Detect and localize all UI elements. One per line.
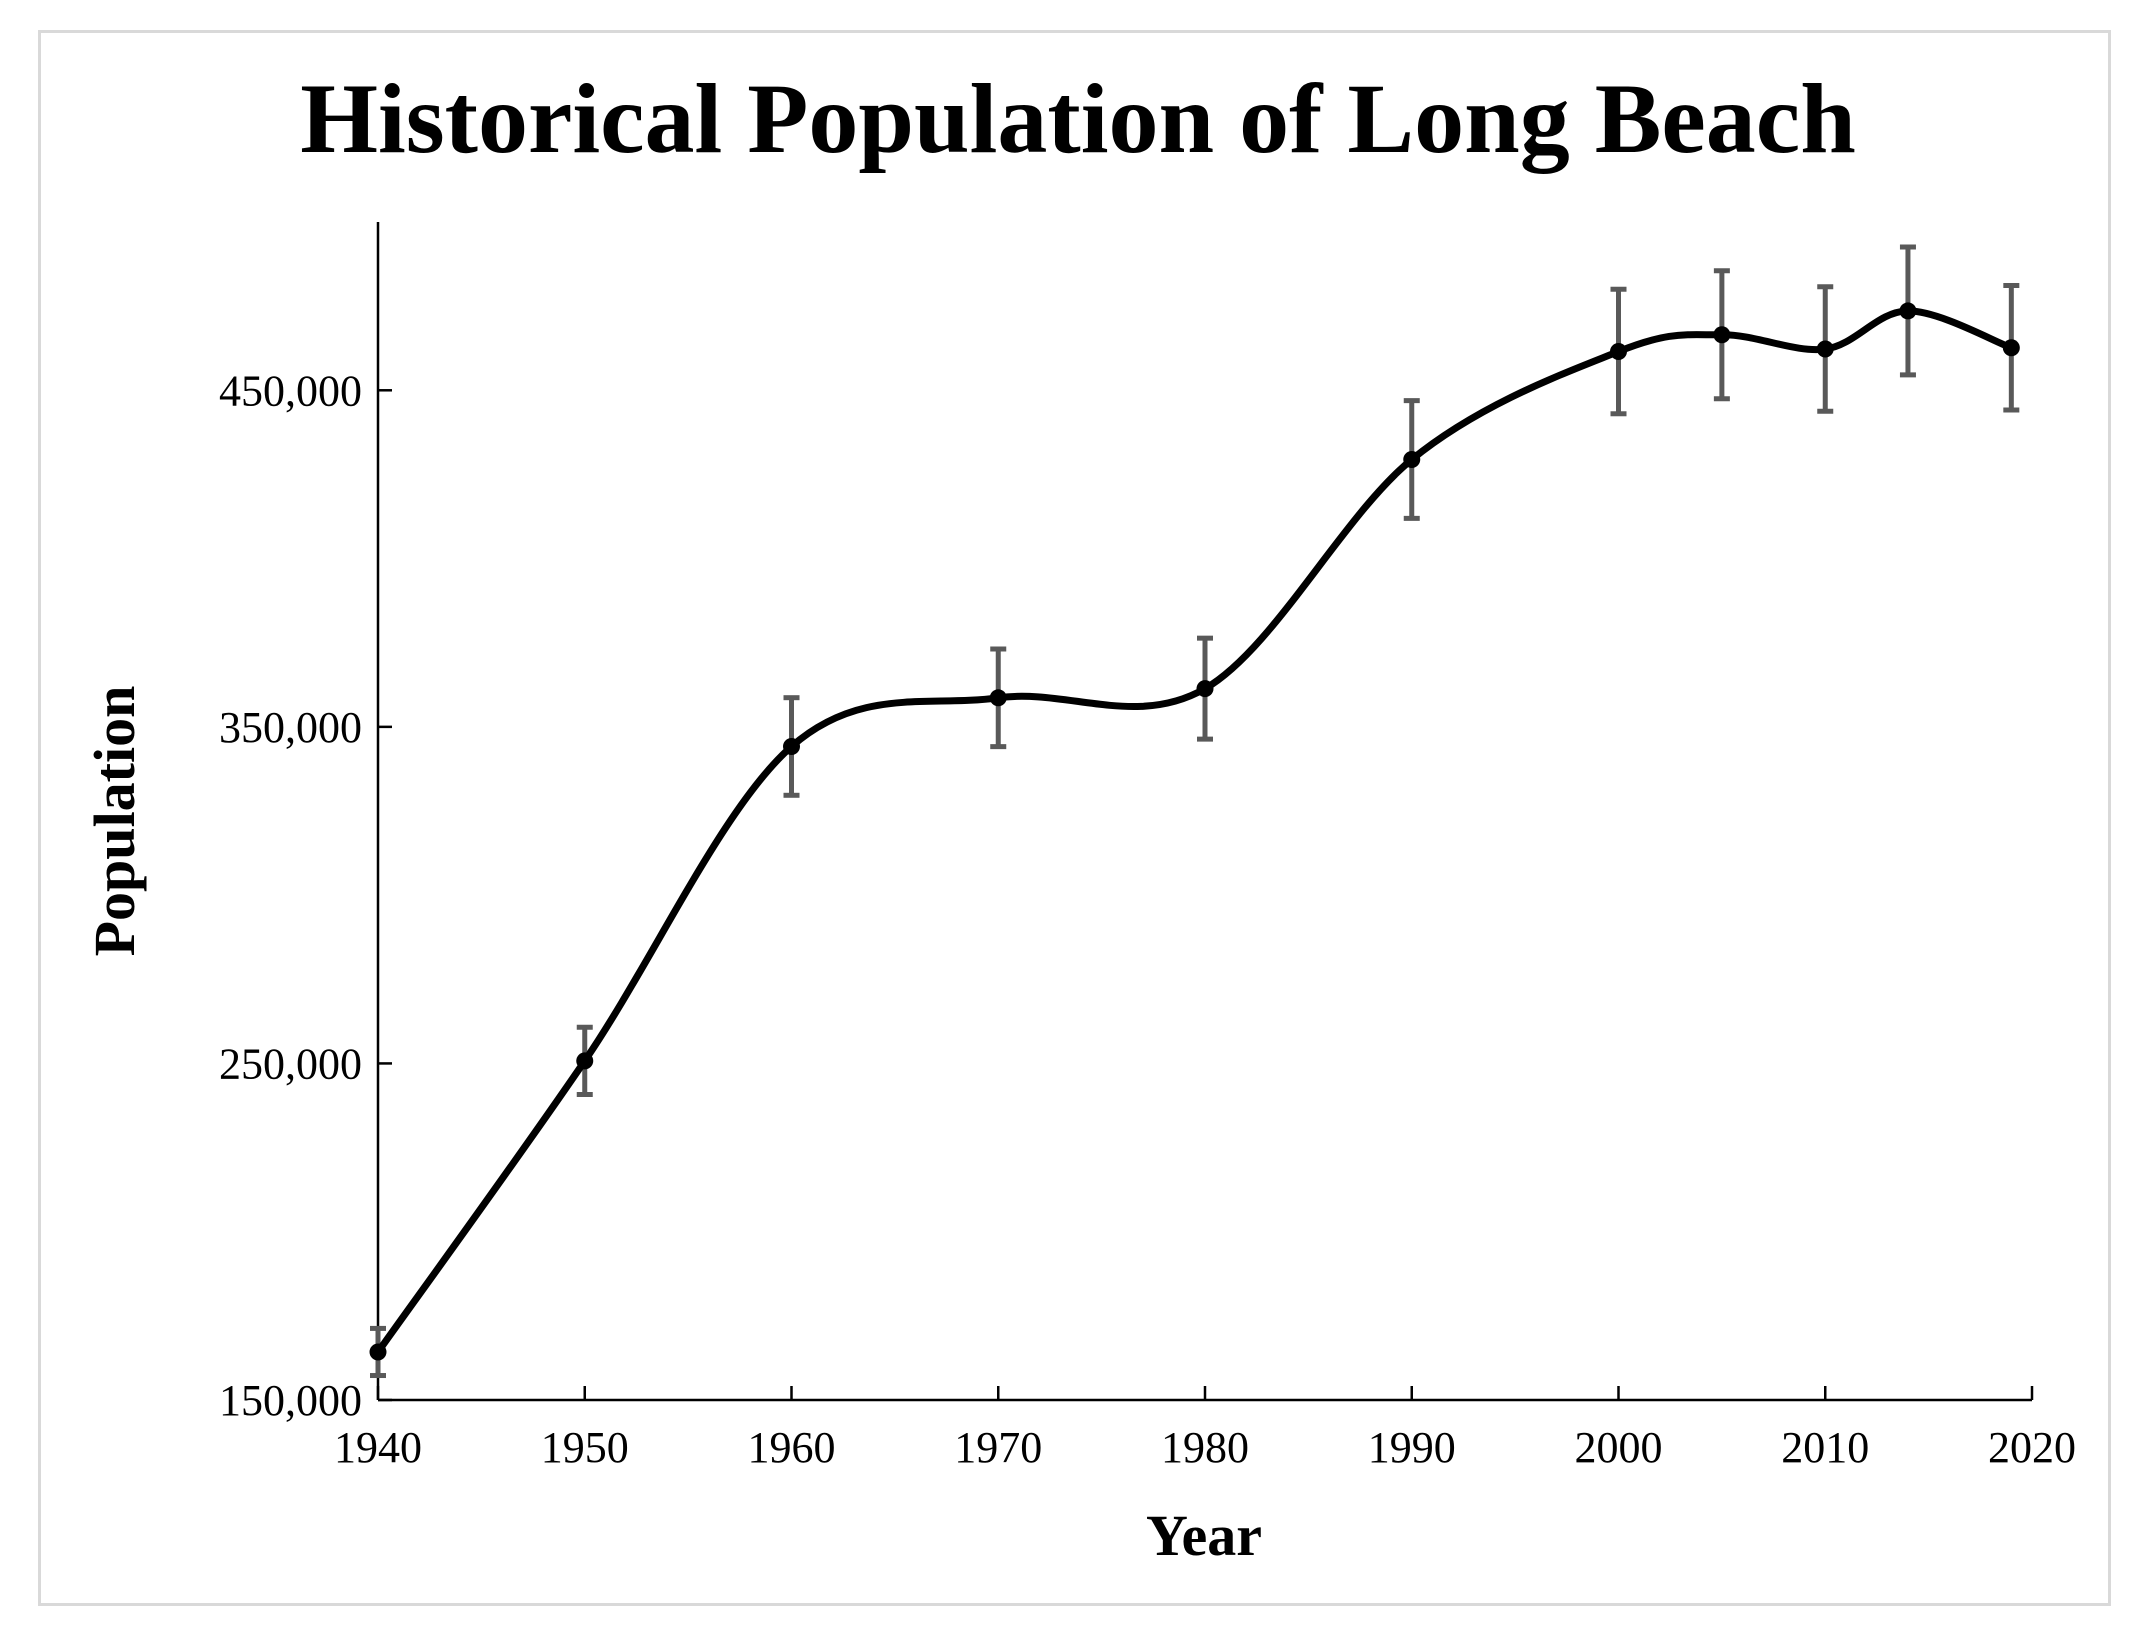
y-tick-label: 350,000 xyxy=(219,703,362,752)
data-points xyxy=(369,302,2020,1361)
tick-labels: 1940 1950 1960 1970 1980 1990 2000 2010 2020 150,… xyxy=(219,366,2076,1472)
data-point xyxy=(783,737,800,755)
x-tick-label: 1970 xyxy=(954,1423,1042,1472)
y-axis-title: Population xyxy=(82,686,147,957)
error-bars xyxy=(370,244,2020,1379)
x-tick-label: 1940 xyxy=(334,1423,422,1472)
data-point xyxy=(1816,340,1834,358)
data-point xyxy=(1403,451,1421,469)
data-point xyxy=(2002,339,2020,357)
x-tick-label: 2020 xyxy=(1988,1423,2076,1472)
data-point xyxy=(1899,302,1917,320)
y-tick-label: 450,000 xyxy=(219,366,362,415)
data-point xyxy=(369,1343,387,1361)
data-point xyxy=(576,1052,594,1070)
series-lines xyxy=(374,307,2015,1356)
y-tick-label: 150,000 xyxy=(219,1376,362,1425)
x-tick-label: 2010 xyxy=(1781,1423,1869,1472)
axes xyxy=(376,222,2034,1402)
data-point xyxy=(1713,326,1731,344)
data-point xyxy=(989,689,1007,707)
x-tick-label: 2000 xyxy=(1575,1423,1663,1472)
x-tick-label: 1950 xyxy=(541,1423,629,1472)
chart-title: Historical Population of Long Beach xyxy=(300,63,1856,174)
x-tick-label: 1960 xyxy=(748,1423,836,1472)
x-axis-title: Year xyxy=(1146,1503,1262,1568)
data-point xyxy=(1196,680,1214,698)
x-tick-label: 1990 xyxy=(1368,1423,1456,1472)
data-point xyxy=(1610,343,1627,361)
x-tick-label: 1980 xyxy=(1161,1423,1249,1472)
series-line xyxy=(374,307,2015,1356)
y-tick-label: 250,000 xyxy=(219,1039,362,1088)
